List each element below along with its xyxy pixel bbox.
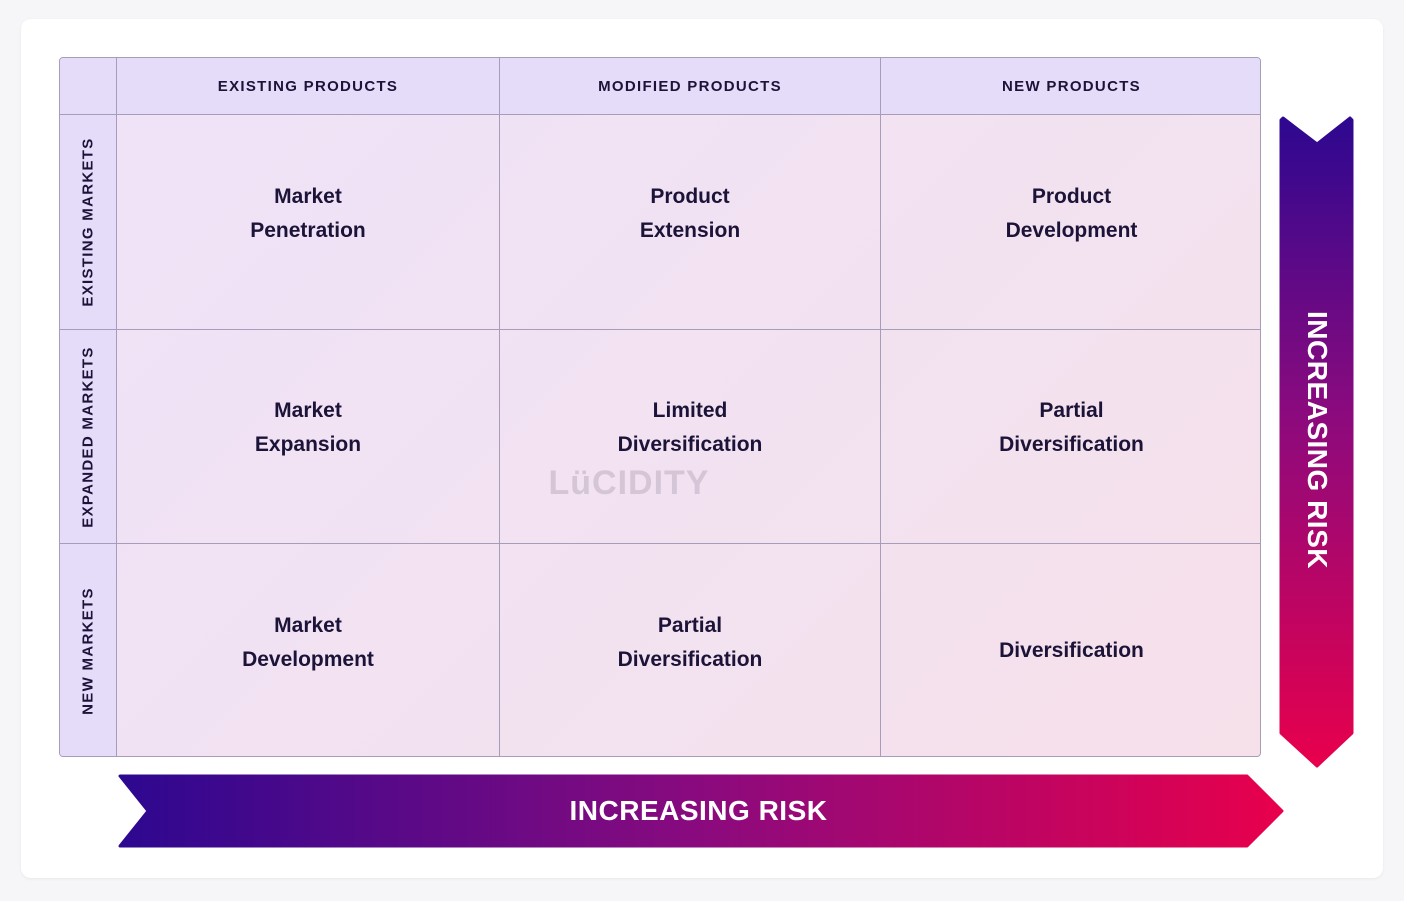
cell-label: Partial <box>1039 399 1104 422</box>
cell-product-extension: Product Extension <box>499 115 880 329</box>
row-header-label: EXPANDED MARKETS <box>79 345 97 528</box>
cell-limited-diversification: Limited Diversification <box>499 329 880 543</box>
column-header-modified-products: MODIFIED PRODUCTS <box>499 58 880 115</box>
row-header-label: NEW MARKETS <box>79 587 97 715</box>
cell-partial-diversification: Partial Diversification <box>880 329 1260 543</box>
cell-label: Diversification <box>999 433 1144 456</box>
cell-partial-diversification-2: Partial Diversification <box>499 543 880 756</box>
cell-label: Penetration <box>250 218 366 242</box>
cell-label: Expansion <box>254 433 362 456</box>
cell-label: Diversification <box>617 647 763 671</box>
vertical-risk-arrow <box>1279 116 1354 768</box>
vertical-arrow-label: INCREASING RISK <box>1302 311 1333 569</box>
row-header-new-markets: NEW MARKETS <box>60 543 117 756</box>
row-header-existing-markets: EXISTING MARKETS <box>60 115 117 329</box>
ansoff-matrix: EXISTING PRODUCTS MODIFIED PRODUCTS NEW … <box>59 57 1261 757</box>
cell-label: Market <box>274 399 342 422</box>
cell-label: Extension <box>639 218 741 242</box>
column-header-new-products: NEW PRODUCTS <box>880 58 1260 115</box>
cell-label: Market <box>274 613 342 637</box>
matrix-corner <box>60 58 117 115</box>
horizontal-risk-arrow <box>118 774 1284 848</box>
cell-label: Development <box>1005 218 1138 242</box>
cell-label: Product <box>1031 184 1112 208</box>
row-header-expanded-markets: EXPANDED MARKETS <box>60 329 117 543</box>
cell-diversification: Diversification <box>880 543 1260 756</box>
cell-label: Diversification <box>617 433 763 456</box>
column-header-existing-products: EXISTING PRODUCTS <box>117 58 499 115</box>
cell-label: Limited <box>652 399 728 422</box>
cell-label: Partial <box>657 613 723 637</box>
cell-market-penetration: Market Penetration <box>117 115 499 329</box>
cell-label: Product <box>650 184 730 208</box>
cell-label: Market <box>274 184 342 208</box>
horizontal-arrow-label: INCREASING RISK <box>569 795 828 826</box>
lucidity-watermark: LüCIDITY <box>548 464 710 502</box>
cell-label: Development <box>242 647 374 671</box>
cell-market-development: Market Development <box>117 543 499 756</box>
row-header-label: EXISTING MARKETS <box>79 137 97 307</box>
cell-label: Diversification <box>999 639 1144 662</box>
cell-product-development: Product Development <box>880 115 1260 329</box>
cell-market-expansion: Market Expansion <box>117 329 499 543</box>
